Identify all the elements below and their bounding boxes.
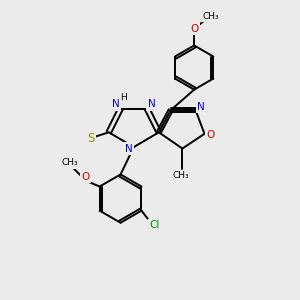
Text: N: N bbox=[124, 143, 132, 154]
Text: S: S bbox=[87, 132, 94, 145]
Text: CH₃: CH₃ bbox=[172, 171, 189, 180]
Text: N: N bbox=[112, 99, 120, 110]
Text: Cl: Cl bbox=[149, 220, 160, 230]
Text: N: N bbox=[148, 99, 155, 110]
Text: O: O bbox=[207, 130, 215, 140]
Text: O: O bbox=[190, 24, 199, 34]
Text: H: H bbox=[120, 93, 127, 102]
Text: CH₃: CH₃ bbox=[61, 158, 78, 167]
Text: O: O bbox=[81, 172, 90, 182]
Text: N: N bbox=[197, 102, 205, 112]
Text: CH₃: CH₃ bbox=[202, 11, 219, 20]
